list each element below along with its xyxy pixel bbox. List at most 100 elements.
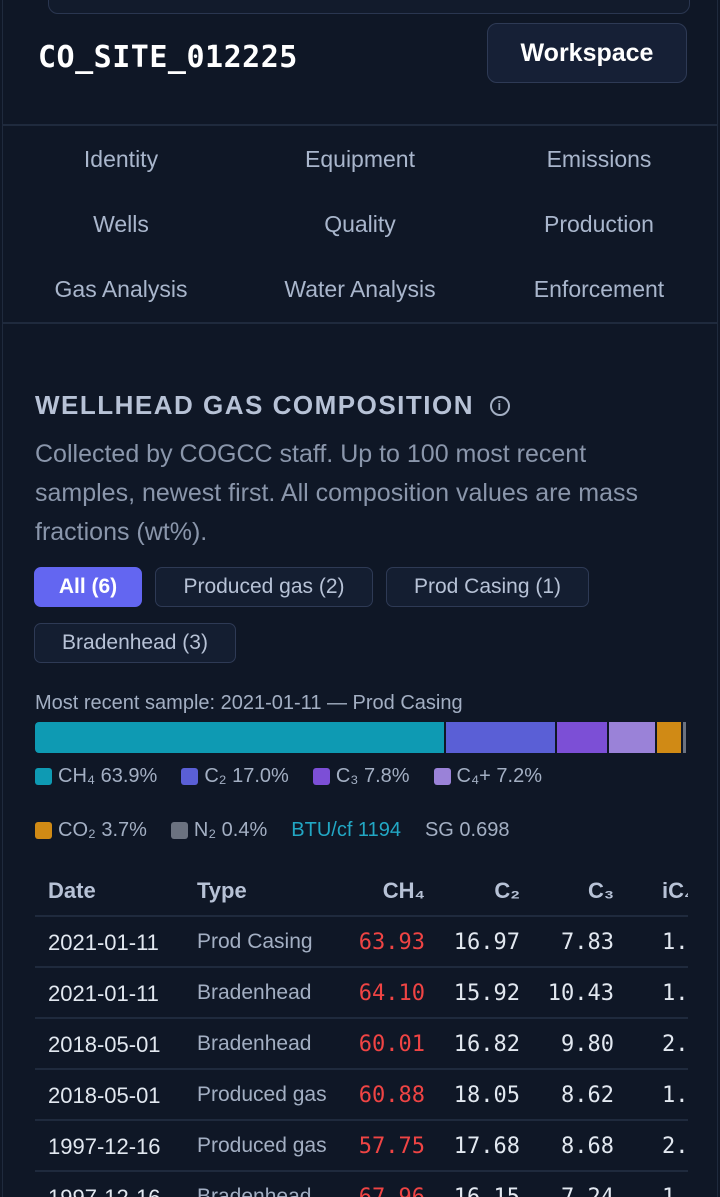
cell-c2: 16.97 bbox=[453, 930, 520, 955]
legend-label: CO₂ 3.7% bbox=[58, 819, 147, 841]
cell-date: 2021-01-11 bbox=[48, 930, 159, 955]
cell-type: Bradenhead bbox=[197, 1185, 312, 1197]
legend-swatch bbox=[312, 768, 330, 785]
cell-c3: 8.62 bbox=[561, 1083, 614, 1108]
legend-ch4: CH₄ 63.9% bbox=[35, 765, 157, 788]
recent-sample-label: Most recent sample: 2021-01-11 — Prod Ca… bbox=[35, 692, 463, 714]
filter-produced-gas-chip[interactable]: Produced gas (2) bbox=[155, 567, 373, 607]
cell-ch4: 64.10 bbox=[358, 981, 425, 1006]
divider bbox=[2, 322, 718, 324]
btu-value: BTU/cf 1194 bbox=[291, 819, 401, 841]
legend-swatch bbox=[35, 822, 52, 839]
nav-gas-analysis[interactable]: Gas Analysis bbox=[54, 276, 188, 302]
bar-segment-co2 bbox=[657, 722, 681, 753]
cell-date: 2018-05-01 bbox=[48, 1032, 161, 1057]
cell-c2: 18.05 bbox=[453, 1083, 520, 1108]
legend-swatch bbox=[181, 768, 199, 785]
legend-label: CH₄ 63.9% bbox=[58, 765, 158, 787]
site-id-title: CO_SITE_012225 bbox=[38, 40, 298, 75]
composition-legend: CH₄ 63.9% C₂ 17.0% C₃ 7.8% C₄+ 7.2% bbox=[35, 765, 566, 788]
section-description: Collected by COGCC staff. Up to 100 most… bbox=[35, 440, 639, 546]
nav-wells[interactable]: Wells bbox=[93, 211, 149, 237]
nav-identity[interactable]: Identity bbox=[83, 146, 159, 172]
cell-type: Bradenhead bbox=[197, 981, 312, 1004]
cell-type: Bradenhead bbox=[197, 1032, 312, 1055]
cell-c2: 17.68 bbox=[453, 1134, 520, 1159]
cell-ch4: 67.96 bbox=[359, 1185, 425, 1197]
cell-ch4: 63.93 bbox=[358, 930, 425, 955]
workspace-button[interactable]: Workspace bbox=[487, 23, 687, 83]
filter-prod-casing-chip[interactable]: Prod Casing (1) bbox=[386, 567, 589, 607]
cell-date: 1997-12-16 bbox=[48, 1185, 161, 1197]
nav-enforcement[interactable]: Enforcement bbox=[533, 276, 665, 302]
nav-equipment[interactable]: Equipment bbox=[305, 146, 415, 172]
cell-c2: 15.92 bbox=[453, 981, 520, 1006]
legend-c4plus: C₄+ 7.2% bbox=[433, 765, 542, 788]
column-header-date[interactable]: Date bbox=[48, 878, 96, 903]
table-row[interactable]: 1997-12-16 Produced gas 57.75 17.68 8.68 2.40 bbox=[35, 1121, 688, 1172]
legend-label: C₂ 17.0% bbox=[204, 765, 289, 787]
cell-c3: 10.43 bbox=[547, 981, 614, 1006]
section-title-text: WELLHEAD GAS COMPOSITION bbox=[35, 390, 474, 420]
sg-value: SG 0.698 bbox=[424, 819, 510, 841]
composition-legend-row2: CO₂ 3.7% N₂ 0.4% BTU/cf 1194 SG 0.698 bbox=[35, 819, 509, 842]
legend-label: N₂ 0.4% bbox=[193, 819, 268, 841]
cell-ch4: 60.88 bbox=[358, 1083, 425, 1108]
gas-composition-table: Date Type CH₄ C₂ C₃ iC₄ 2021-01-11 Prod C… bbox=[35, 866, 688, 1197]
table-row[interactable]: 2018-05-01 Bradenhead 60.01 16.82 9.80 2.67 bbox=[35, 1019, 688, 1070]
bar-segment-c2 bbox=[446, 722, 556, 753]
bar-segment-c3 bbox=[557, 722, 608, 753]
table-row[interactable]: 1997-12-16 Bradenhead 67.96 16.15 7.24 1.60 bbox=[35, 1172, 688, 1197]
search-input[interactable] bbox=[48, 0, 690, 14]
nav-water-analysis[interactable]: Water Analysis bbox=[284, 276, 436, 302]
cell-type: Produced gas bbox=[197, 1083, 327, 1106]
divider bbox=[2, 124, 718, 126]
legend-label: C₃ 7.8% bbox=[335, 765, 410, 787]
filter-bradenhead-chip[interactable]: Bradenhead (3) bbox=[34, 623, 236, 663]
filter-all-chip[interactable]: All (6) bbox=[34, 567, 142, 607]
column-header-ic4[interactable]: iC₄ bbox=[662, 878, 688, 903]
cell-type: Prod Casing bbox=[197, 930, 313, 953]
cell-date: 1997-12-16 bbox=[48, 1134, 161, 1159]
cell-ic4: 1.88 bbox=[662, 1083, 688, 1108]
nav-production[interactable]: Production bbox=[544, 211, 654, 237]
column-header-ch4[interactable]: CH₄ bbox=[382, 878, 425, 903]
table-row[interactable]: 2021-01-11 Prod Casing 63.93 16.97 7.83 1.76 bbox=[35, 917, 688, 968]
column-header-c2[interactable]: C₂ bbox=[494, 878, 520, 903]
cell-ch4: 57.75 bbox=[358, 1134, 425, 1159]
cell-ic4: 1.98 bbox=[662, 981, 688, 1006]
bar-segment-n2 bbox=[683, 722, 686, 753]
column-header-type[interactable]: Type bbox=[197, 878, 247, 903]
info-icon[interactable]: i bbox=[490, 395, 510, 416]
cell-c3: 9.80 bbox=[561, 1032, 614, 1057]
bar-segment-ch4 bbox=[35, 722, 445, 753]
composition-bar bbox=[35, 722, 688, 753]
section-nav: Identity Equipment Emissions Wells Quali… bbox=[2, 127, 718, 322]
nav-quality[interactable]: Quality bbox=[324, 211, 396, 237]
legend-co2: CO₂ 3.7% bbox=[35, 819, 147, 842]
cell-date: 2021-01-11 bbox=[48, 981, 159, 1006]
table-row[interactable]: 2021-01-11 Bradenhead 64.10 15.92 10.43 1.98 bbox=[35, 968, 688, 1019]
cell-ic4: 1.60 bbox=[662, 1185, 688, 1197]
bar-segment-c4plus bbox=[609, 722, 656, 753]
legend-swatch bbox=[35, 768, 52, 785]
cell-ch4: 60.01 bbox=[358, 1032, 425, 1057]
cell-type: Produced gas bbox=[197, 1134, 327, 1157]
table-row[interactable]: 2018-05-01 Produced gas 60.88 18.05 8.62 1.88 bbox=[35, 1070, 688, 1121]
cell-c3: 7.83 bbox=[561, 930, 614, 955]
nav-emissions[interactable]: Emissions bbox=[546, 146, 652, 172]
legend-c2: C₂ 17.0% bbox=[181, 765, 289, 788]
cell-ic4: 1.76 bbox=[662, 930, 688, 955]
cell-c2: 16.15 bbox=[454, 1185, 520, 1197]
column-header-c3[interactable]: C₃ bbox=[587, 878, 614, 903]
legend-label: C₄+ 7.2% bbox=[456, 765, 542, 787]
table-header-row: Date Type CH₄ C₂ C₃ iC₄ bbox=[35, 866, 688, 917]
cell-date: 2018-05-01 bbox=[48, 1083, 161, 1108]
cell-ic4: 2.40 bbox=[662, 1134, 688, 1159]
cell-c3: 8.68 bbox=[561, 1134, 614, 1159]
section-title: WELLHEAD GAS COMPOSITION i bbox=[35, 390, 510, 421]
legend-swatch bbox=[170, 822, 188, 839]
cell-c3: 7.24 bbox=[561, 1185, 614, 1197]
